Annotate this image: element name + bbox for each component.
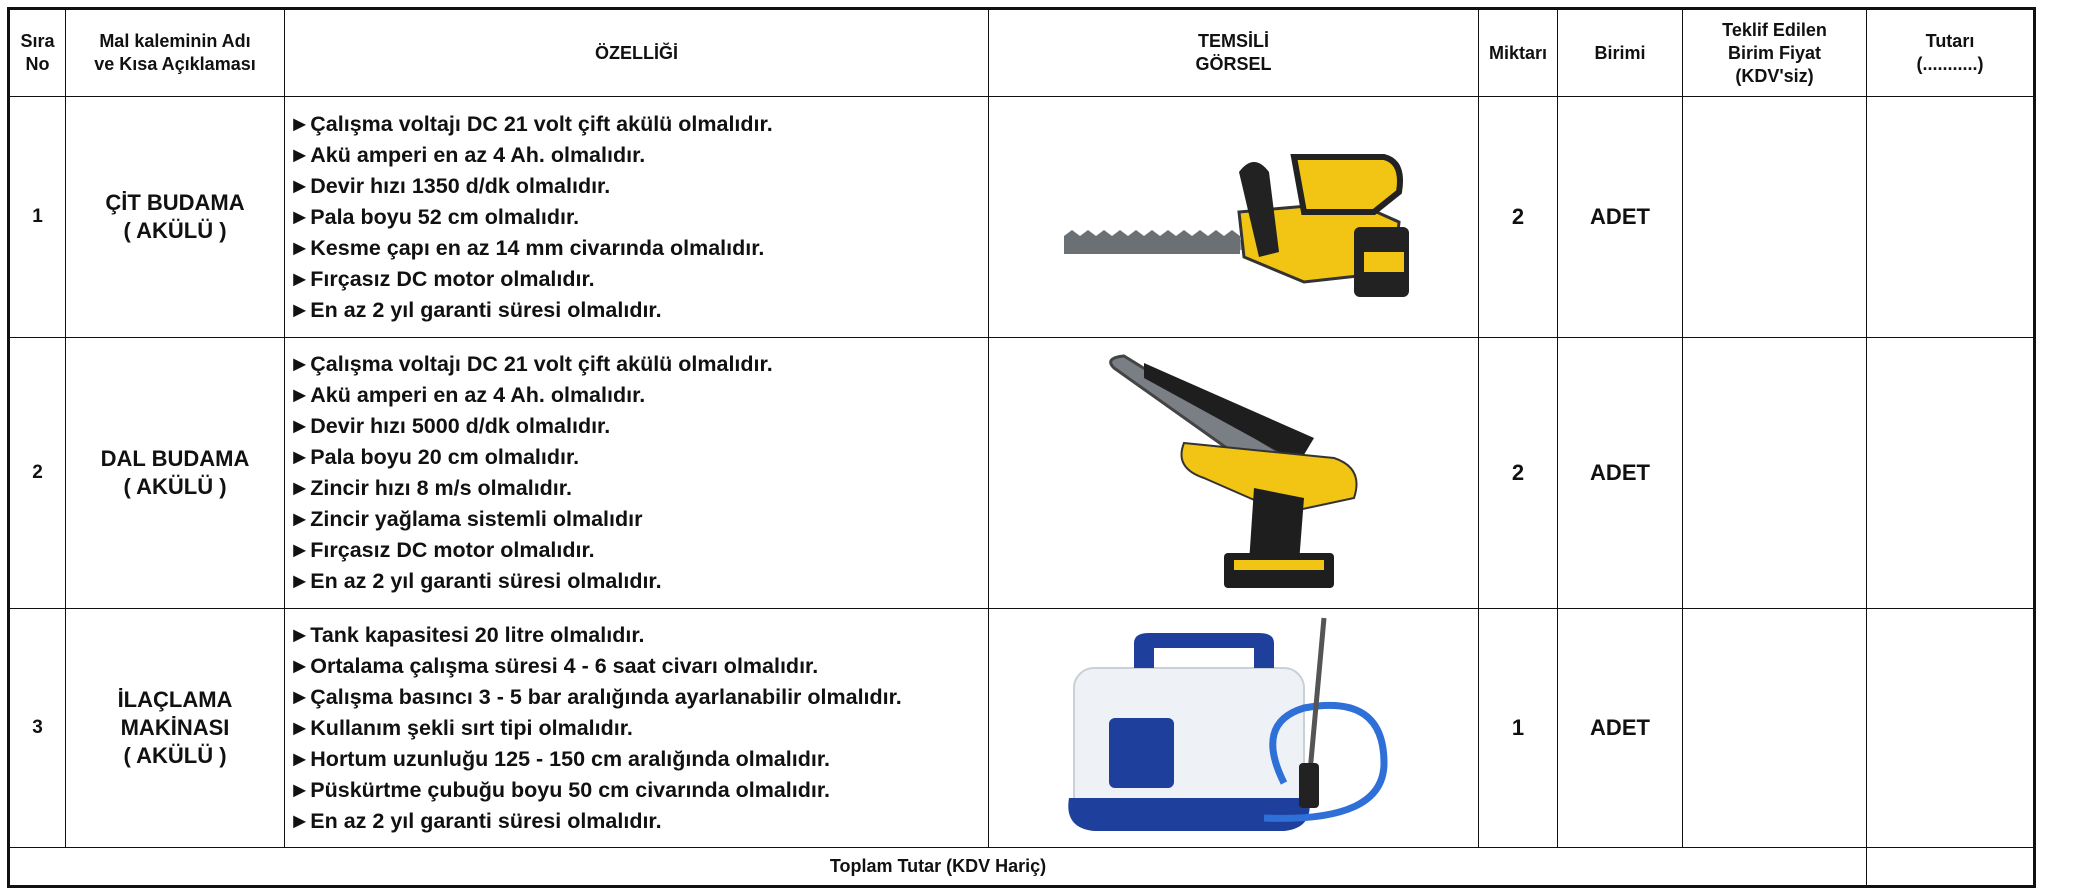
- item-name: İLAÇLAMA MAKİNASI ( AKÜLÜ ): [65, 608, 285, 848]
- text-line: ve Kısa Açıklaması: [94, 54, 256, 74]
- header-cell: Sıra No: [8, 8, 66, 97]
- item-name: ÇİT BUDAMA ( AKÜLÜ ): [65, 96, 285, 338]
- text-line: ( AKÜLÜ ): [123, 218, 227, 243]
- text-line: Birim Fiyat: [1727, 42, 1822, 63]
- header-cell: ÖZELLİĞİ: [284, 8, 989, 97]
- text-line: Tutarı: [1925, 31, 1975, 51]
- item-features: ►Tank kapasitesi 20 litre olmalıdır. ►Ort…: [284, 608, 989, 848]
- amount: [1866, 608, 2035, 848]
- text-line: ►Çalışma voltajı DC 21 volt çift akülü o…: [289, 111, 773, 136]
- offer-table: Sıra No Mal kaleminin Adı ve Kısa Açıklamas…: [7, 7, 2036, 888]
- total-row: Toplam Tutar (KDV Hariç): [8, 847, 2035, 887]
- text-line: ►Çalışma basıncı 3 - 5 bar aralığında ay…: [289, 684, 902, 709]
- text-line: Miktarı: [1488, 42, 1548, 63]
- text-line: ( AKÜLÜ ): [123, 743, 227, 768]
- header-cell: Tutarı (...........): [1866, 8, 2035, 97]
- unit-price: [1682, 96, 1867, 338]
- text-line: ►Fırçasız DC motor olmalıdır.: [289, 538, 595, 562]
- item-row: 3 İLAÇLAMA MAKİNASI ( AKÜLÜ ) ►Tank kapasite…: [8, 608, 2035, 848]
- item-row: 1 ÇİT BUDAMA ( AKÜLÜ ) ►Çalışma voltajı DC …: [8, 96, 2035, 338]
- text-line: GÖRSEL: [1195, 54, 1272, 74]
- row-number: 1: [8, 96, 66, 338]
- item-image: [988, 96, 1479, 338]
- text-line: ►Akü amperi en az 4 Ah. olmalıdır.: [289, 383, 646, 407]
- text-line: ►En az 2 yıl garanti süresi olmalıdır.: [289, 297, 662, 322]
- text-line: ►Tank kapasitesi 20 litre olmalıdır.: [289, 622, 645, 647]
- item-features: ►Çalışma voltajı DC 21 volt çift akülü o…: [284, 96, 989, 338]
- header-row: Sıra No Mal kaleminin Adı ve Kısa Açıklamas…: [8, 8, 2035, 97]
- text-line: No: [25, 54, 50, 74]
- item-name: DAL BUDAMA ( AKÜLÜ ): [65, 337, 285, 609]
- text-line: (...........): [1916, 54, 1984, 74]
- unit: ADET: [1557, 96, 1683, 338]
- header-cell: TEMSİLİ GÖRSEL: [988, 8, 1479, 97]
- text-line: ►Çalışma voltajı DC 21 volt çift akülü o…: [289, 352, 773, 376]
- text-line: İLAÇLAMA: [117, 687, 233, 712]
- text-line: Birimi: [1594, 42, 1646, 63]
- text-line: Mal kaleminin Adı: [99, 31, 251, 51]
- text-line: ►Devir hızı 5000 d/dk olmalıdır.: [289, 414, 611, 438]
- text-line: Sıra: [20, 31, 55, 51]
- header-cell: Birimi: [1557, 8, 1683, 97]
- unit-price: [1682, 608, 1867, 848]
- text-line: ►Akü amperi en az 4 Ah. olmalıdır.: [289, 142, 646, 167]
- item-image: [988, 608, 1479, 848]
- item-row: 2 DAL BUDAMA ( AKÜLÜ ) ►Çalışma voltajı DC …: [8, 337, 2035, 609]
- text-line: ►Kesme çapı en az 14 mm civarında olmalı…: [289, 235, 765, 260]
- total-amount: [1866, 847, 2035, 887]
- text-line: TEMSİLİ: [1198, 31, 1269, 51]
- unit: ADET: [1557, 608, 1683, 848]
- unit: ADET: [1557, 337, 1683, 609]
- row-number: 2: [8, 337, 66, 609]
- text-line: ►Kullanım şekli sırt tipi olmalıdır.: [289, 715, 633, 740]
- text-line: ►Pala boyu 52 cm olmalıdır.: [289, 204, 580, 229]
- text-line: ►Hortum uzunluğu 125 - 150 cm aralığında…: [289, 746, 830, 771]
- quantity: 2: [1478, 96, 1558, 338]
- amount: [1866, 337, 2035, 609]
- text-line: ►Pala boyu 20 cm olmalıdır.: [289, 445, 580, 469]
- quantity: 1: [1478, 608, 1558, 848]
- row-number: 3: [8, 608, 66, 848]
- unit-price: [1682, 337, 1867, 609]
- text-line: ÖZELLİĞİ: [595, 42, 678, 63]
- header-cell: Miktarı: [1478, 8, 1558, 97]
- text-line: ►Zincir hızı 8 m/s olmalıdır.: [289, 476, 572, 500]
- header-cell: Mal kaleminin Adı ve Kısa Açıklaması: [65, 8, 285, 97]
- text-line: ÇİT BUDAMA: [105, 190, 245, 215]
- text-line: ►Fırçasız DC motor olmalıdır.: [289, 266, 595, 291]
- pruning-saw-image: [1108, 354, 1357, 588]
- text-line: DAL BUDAMA: [100, 446, 250, 471]
- text-line: ►Zincir yağlama sistemli olmalıdır: [289, 507, 643, 531]
- item-features: ►Çalışma voltajı DC 21 volt çift akülü o…: [284, 337, 989, 609]
- text-line: ►En az 2 yıl garanti süresi olmalıdır.: [289, 569, 662, 593]
- text-line: ( AKÜLÜ ): [123, 474, 227, 499]
- text-line: MAKİNASI: [120, 715, 230, 740]
- text-line: ►Ortalama çalışma süresi 4 - 6 saat civa…: [289, 653, 819, 678]
- text-line: ►Devir hızı 1350 d/dk olmalıdır.: [289, 173, 611, 198]
- text-line: ►En az 2 yıl garanti süresi olmalıdır.: [289, 808, 662, 833]
- text-line: (KDV'siz): [1735, 65, 1814, 86]
- item-image: [988, 337, 1479, 609]
- text-line: ►Püskürtme çubuğu boyu 50 cm civarında o…: [289, 777, 831, 802]
- hedge-trimmer-image: [1063, 154, 1409, 297]
- total-label: Toplam Tutar (KDV Hariç): [8, 847, 1867, 887]
- text-line: Teklif Edilen: [1722, 19, 1827, 40]
- quantity: 2: [1478, 337, 1558, 609]
- sprayer-image: [1067, 617, 1388, 831]
- amount: [1866, 96, 2035, 338]
- header-cell: Teklif Edilen Birim Fiyat (KDV'siz): [1682, 8, 1867, 97]
